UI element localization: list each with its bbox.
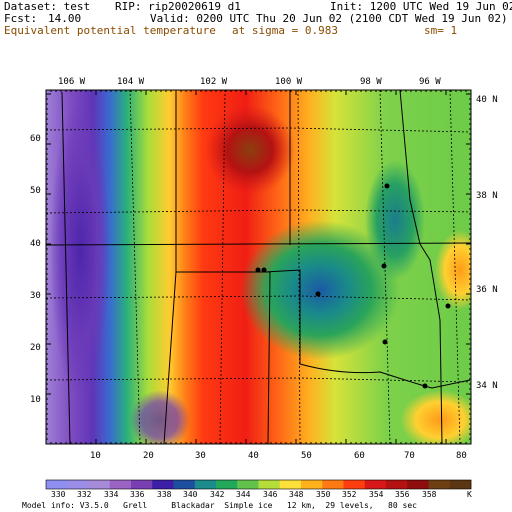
lat-label-34n: 34 N xyxy=(476,381,498,391)
rip-label: RIP: rip20020619 d1 xyxy=(115,0,241,13)
forecast-label: Fcst: xyxy=(4,12,38,25)
cb-label-358: 358 xyxy=(422,490,437,499)
cb-label-336: 336 xyxy=(130,490,145,499)
cb-label-348: 348 xyxy=(289,490,304,499)
cb-label-344: 344 xyxy=(236,490,251,499)
lon-label-102w: 102 W xyxy=(200,77,228,87)
x-tick-20: 20 xyxy=(143,451,154,461)
x-tick-60: 60 xyxy=(354,451,365,461)
dataset-label: Dataset: test xyxy=(4,0,91,13)
lat-label-38n: 38 N xyxy=(476,191,498,201)
colorbar-swatch xyxy=(343,480,366,489)
y-tick-10: 10 xyxy=(30,395,41,405)
colorbar-swatch xyxy=(322,480,344,489)
smoothing-label: sm= 1 xyxy=(424,24,458,37)
lat-label-36n: 36 N xyxy=(476,285,498,295)
colorbar-swatch xyxy=(237,480,259,489)
colorbar-swatch xyxy=(194,480,217,489)
lon-label-104w: 104 W xyxy=(117,77,145,87)
y-tick-60: 60 xyxy=(30,134,41,144)
colorbar-swatch xyxy=(173,480,196,489)
cb-label-332: 332 xyxy=(77,490,92,499)
field-name: Equivalent potential temperature xyxy=(4,24,216,37)
forecast-hour: 14.00 xyxy=(48,12,82,25)
cb-label-350: 350 xyxy=(316,490,331,499)
cb-label-352: 352 xyxy=(342,490,357,499)
cb-label-346: 346 xyxy=(263,490,278,499)
colorbar-swatch xyxy=(364,480,387,489)
lon-label-106w: 106 W xyxy=(58,77,86,87)
y-tick-50: 50 xyxy=(30,186,41,196)
colorbar-swatch xyxy=(386,480,408,489)
colorbar-swatch xyxy=(301,480,323,489)
cb-label-340: 340 xyxy=(183,490,198,499)
temperature-field xyxy=(46,90,471,444)
colorbar-swatch xyxy=(449,480,472,489)
city-markers xyxy=(255,183,451,389)
lon-label-96w: 96 W xyxy=(419,77,441,87)
y-tick-40: 40 xyxy=(30,239,41,249)
x-tick-50: 50 xyxy=(301,451,312,461)
colorbar-swatch xyxy=(407,480,429,489)
x-tick-30: 30 xyxy=(195,451,206,461)
x-tick-70: 70 xyxy=(404,451,415,461)
x-tick-80: 80 xyxy=(456,451,467,461)
lon-label-100w: 100 W xyxy=(275,77,303,87)
init-time: Init: 1200 UTC Wed 19 Jun 02 xyxy=(330,0,512,13)
cb-label-354: 354 xyxy=(369,490,384,499)
colorbar xyxy=(45,479,472,490)
cb-label-338: 338 xyxy=(157,490,172,499)
lat-label-40n: 40 N xyxy=(476,95,498,105)
level-label: at sigma = 0.983 xyxy=(232,24,338,37)
model-info: Model info: V3.5.0 Grell Blackadar Simpl… xyxy=(22,501,417,510)
colorbar-swatch xyxy=(131,480,153,489)
y-tick-30: 30 xyxy=(30,291,41,301)
cb-label-334: 334 xyxy=(104,490,119,499)
x-tick-40: 40 xyxy=(248,451,259,461)
colorbar-swatch xyxy=(216,480,238,489)
cb-label-356: 356 xyxy=(395,490,410,499)
colorbar-swatch xyxy=(428,480,451,489)
colorbar-frame xyxy=(45,479,472,490)
colorbar-swatch xyxy=(88,480,111,489)
cb-label-330: 330 xyxy=(51,490,66,499)
plot-frame xyxy=(45,89,472,445)
cb-label-342: 342 xyxy=(210,490,225,499)
cb-label-unit: K xyxy=(467,490,472,499)
x-tick-10: 10 xyxy=(90,451,101,461)
colorbar-swatch xyxy=(109,480,132,489)
valid-time: Valid: 0200 UTC Thu 20 Jun 02 (2100 CDT … xyxy=(150,12,508,25)
y-tick-20: 20 xyxy=(30,343,41,353)
colorbar-swatch xyxy=(46,480,68,489)
colorbar-swatch xyxy=(279,480,302,489)
lon-label-98w: 98 W xyxy=(360,77,382,87)
colorbar-swatch xyxy=(67,480,89,489)
colorbar-swatch xyxy=(152,480,174,489)
axis-ticks xyxy=(45,90,472,445)
colorbar-swatch xyxy=(258,480,281,489)
